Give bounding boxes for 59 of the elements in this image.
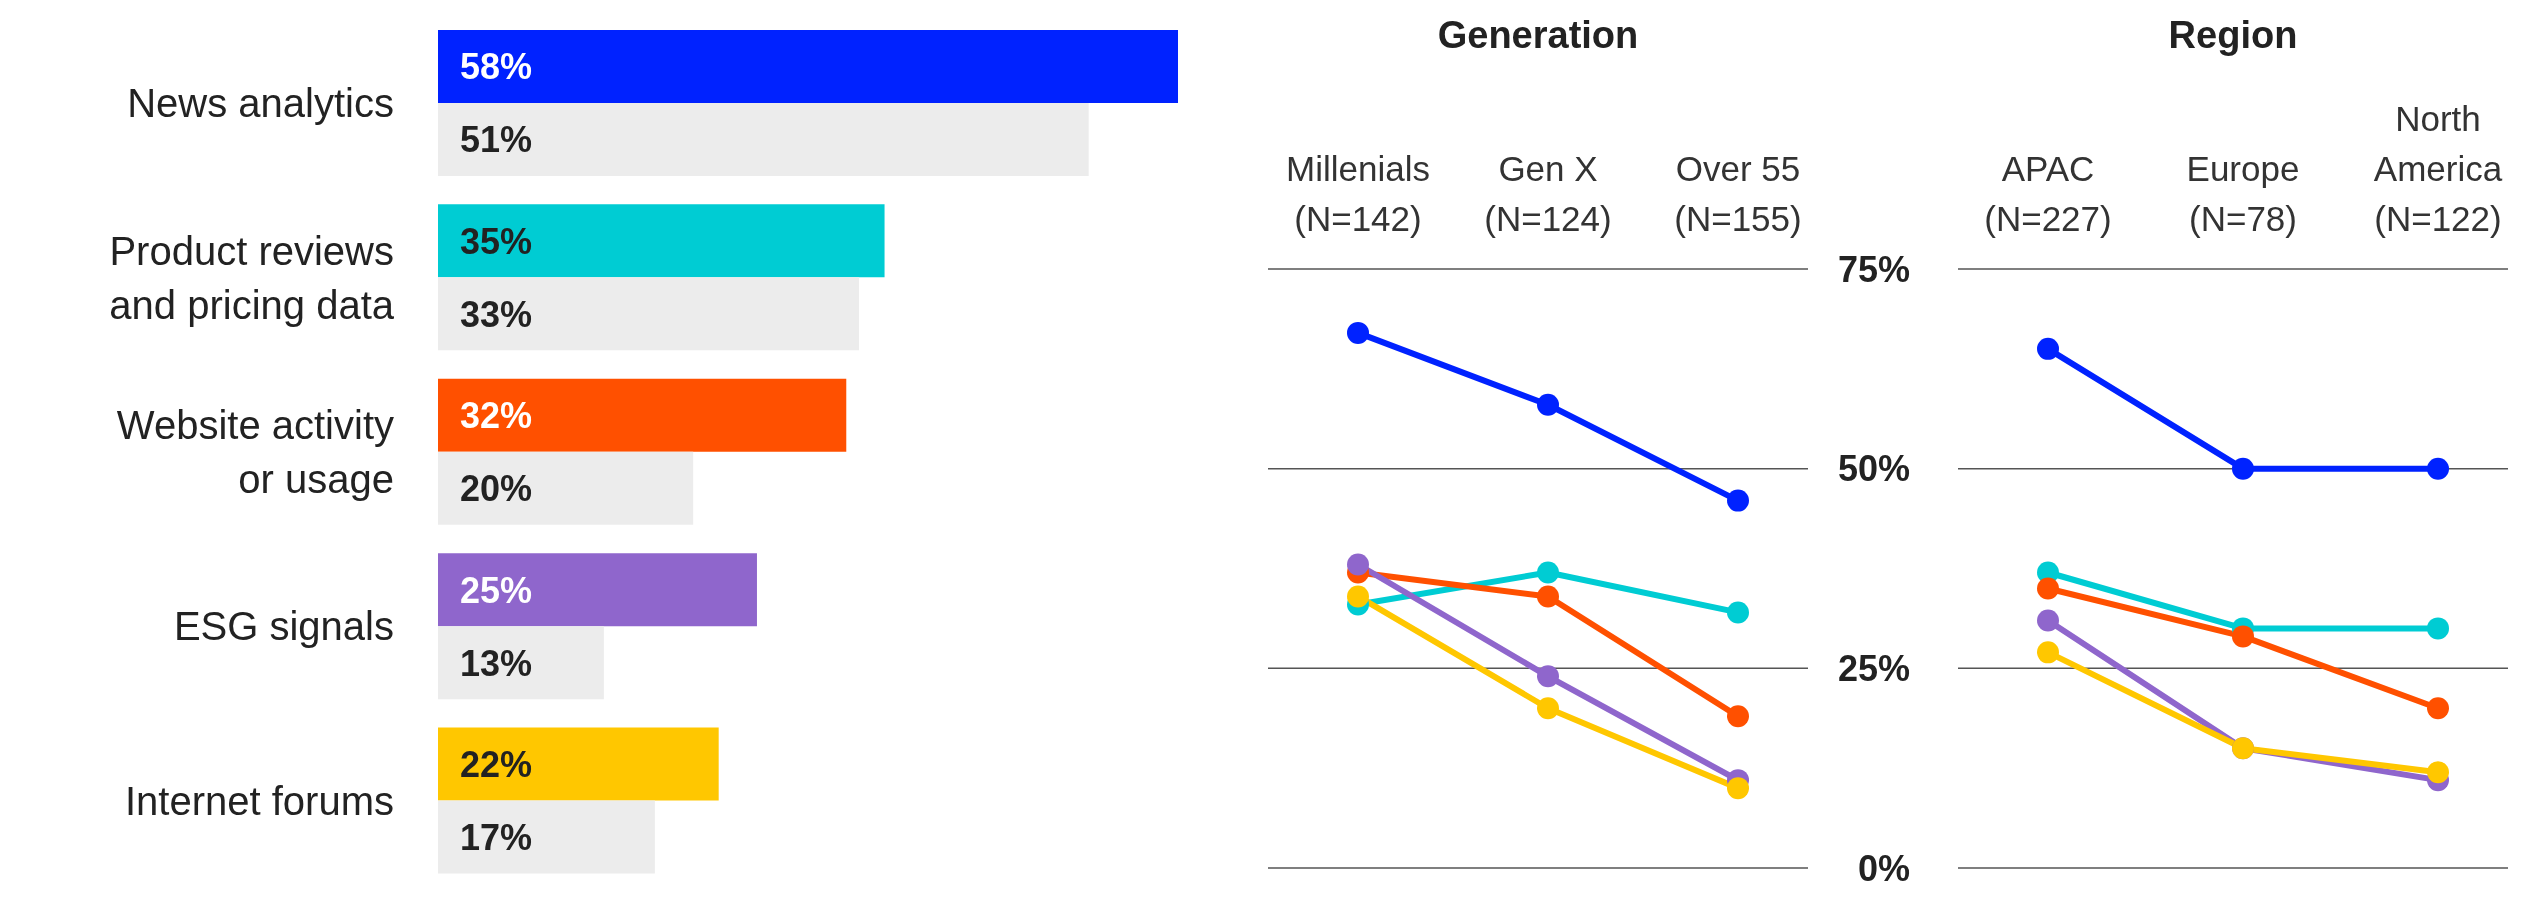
point <box>2037 577 2059 600</box>
point <box>2427 697 2449 720</box>
chart-title: Region <box>2167 14 2299 57</box>
y-tick-label: Product reviews and pricing data <box>109 228 395 327</box>
bar <box>438 553 757 627</box>
x-tick-label: North America (N=122) <box>2373 99 2503 238</box>
point <box>2427 457 2449 480</box>
y-tick-label: 50% <box>1837 448 1910 490</box>
point <box>1347 553 1369 576</box>
y-tick-label: News analytics <box>127 81 394 126</box>
bar <box>438 626 604 700</box>
data-label: 33% <box>460 293 533 335</box>
point <box>2037 641 2059 664</box>
point <box>1727 705 1749 728</box>
point <box>2232 625 2254 648</box>
y-tick-label: Website activity or usage <box>116 403 394 501</box>
chart-title: Generation <box>1436 14 1640 57</box>
point <box>1537 393 1559 416</box>
bar <box>438 378 847 452</box>
y-tick-label: ESG signals <box>173 604 394 649</box>
point <box>2037 609 2059 632</box>
point <box>1537 665 1559 688</box>
data-label: 20% <box>460 468 533 510</box>
data-label: 51% <box>460 119 533 161</box>
point <box>1347 585 1369 608</box>
y-tick-label: 25% <box>1837 648 1910 690</box>
x-tick-label: Millenials (N=142) <box>1286 149 1430 238</box>
point <box>1347 321 1369 344</box>
bar <box>438 204 885 278</box>
data-label: 58% <box>460 46 533 88</box>
point <box>2427 761 2449 784</box>
point <box>2037 337 2059 360</box>
point <box>1727 601 1749 624</box>
point <box>1727 489 1749 512</box>
bar <box>438 102 1089 176</box>
x-tick-label: Over 55 (N=155) <box>1674 149 1802 238</box>
bar <box>438 277 860 351</box>
data-label: 22% <box>460 744 533 786</box>
y-tick-label: 0% <box>1857 847 1910 889</box>
point <box>1537 585 1559 608</box>
x-tick-label: Europe (N=78) <box>2186 149 2300 238</box>
data-label: 35% <box>460 220 533 262</box>
data-label: 13% <box>460 642 533 684</box>
data-label: 25% <box>460 569 533 611</box>
x-tick-label: Gen X (N=124) <box>1484 149 1612 238</box>
point <box>1537 697 1559 720</box>
data-label: 17% <box>460 817 533 859</box>
bar <box>438 29 1178 103</box>
y-tick-label: 75% <box>1837 248 1910 290</box>
x-tick-label: APAC (N=227) <box>1984 149 2112 238</box>
point <box>1727 777 1749 800</box>
point <box>1537 561 1559 584</box>
bar <box>438 727 719 801</box>
bar <box>438 451 694 525</box>
y-tick-label: Internet forums <box>124 778 394 823</box>
point <box>2232 457 2254 480</box>
bar <box>438 800 655 874</box>
point <box>2427 617 2449 640</box>
data-label: 32% <box>460 395 533 437</box>
